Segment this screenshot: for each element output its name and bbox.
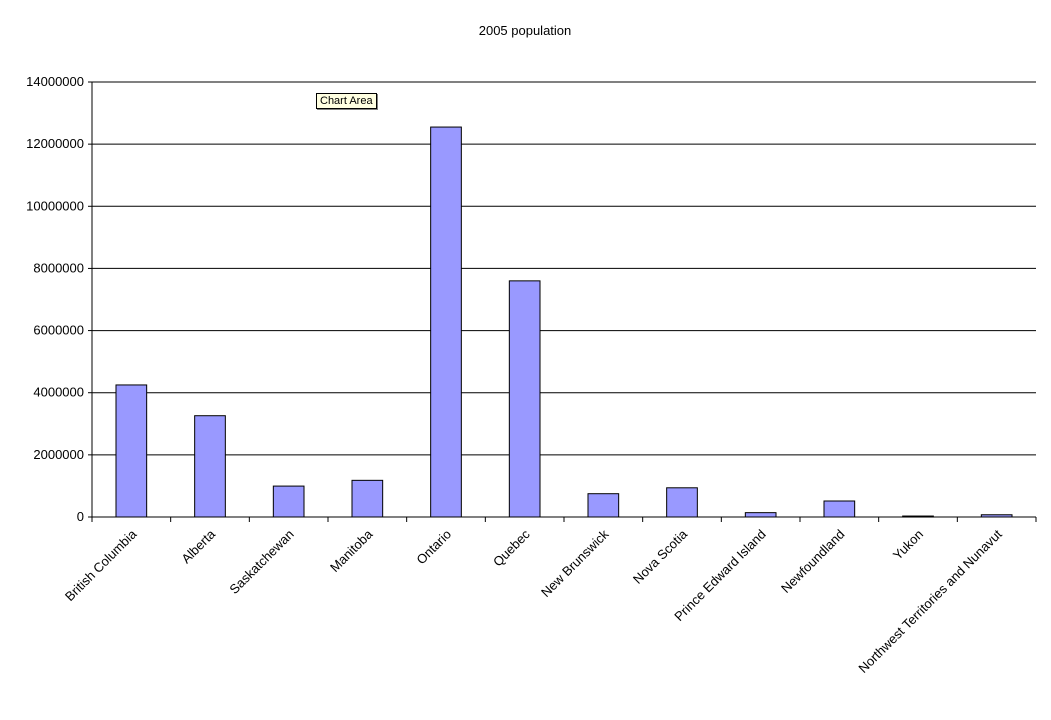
x-tick-label: British Columbia bbox=[62, 526, 140, 604]
bars bbox=[115, 126, 1013, 518]
x-tick-label: Yukon bbox=[890, 527, 926, 563]
x-tick-label: New Brunswick bbox=[538, 526, 612, 600]
x-tick-label: Saskatchewan bbox=[226, 527, 296, 597]
x-tick-label: Manitoba bbox=[327, 526, 376, 575]
chart-area-tooltip: Chart Area bbox=[316, 93, 377, 109]
bar-new-brunswick bbox=[587, 493, 620, 518]
bar-newfoundland bbox=[823, 500, 856, 518]
y-tick-label: 0 bbox=[77, 509, 84, 524]
x-tick-label: Quebec bbox=[490, 526, 533, 569]
x-tick-label: Northwest Territories and Nunavut bbox=[855, 526, 1005, 676]
axes bbox=[91, 82, 1036, 518]
gridlines bbox=[92, 81, 1036, 456]
y-tick-label: 4000000 bbox=[33, 385, 84, 400]
x-axis-ticks: British Columbia Alberta Saskatchewan Manit… bbox=[62, 517, 1037, 676]
x-tick-label: Ontario bbox=[413, 527, 454, 568]
chart-title: 2005 population bbox=[479, 23, 572, 38]
y-tick-label: 6000000 bbox=[33, 323, 84, 338]
bar-manitoba bbox=[351, 479, 384, 518]
bar-british-columbia bbox=[115, 384, 148, 518]
y-tick-label: 2000000 bbox=[33, 447, 84, 462]
bar-quebec bbox=[508, 280, 541, 518]
bar-alberta bbox=[194, 415, 226, 518]
y-axis-ticks: 0 2000000 4000000 6000000 8000000 10000000 120… bbox=[26, 74, 92, 524]
bar-saskatchewan bbox=[272, 485, 305, 518]
bar-ontario bbox=[430, 126, 462, 518]
y-tick-label: 14000000 bbox=[26, 74, 84, 89]
y-tick-label: 8000000 bbox=[33, 260, 84, 275]
x-tick-label: Alberta bbox=[178, 526, 218, 566]
y-tick-label: 12000000 bbox=[26, 136, 84, 151]
bar-nova-scotia bbox=[666, 487, 698, 518]
x-tick-label: Nova Scotia bbox=[630, 526, 691, 587]
x-tick-label: Newfoundland bbox=[778, 527, 847, 596]
y-tick-label: 10000000 bbox=[26, 198, 84, 213]
bar-prince-edward-island bbox=[744, 512, 777, 518]
